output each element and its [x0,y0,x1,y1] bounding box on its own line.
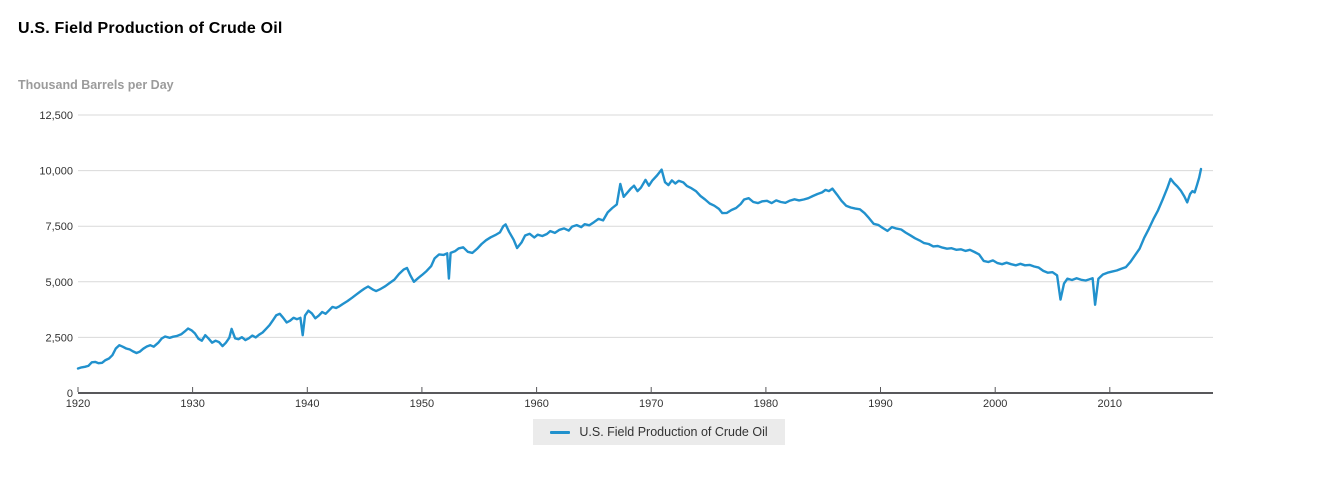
legend-item-crude-oil[interactable]: U.S. Field Production of Crude Oil [533,419,785,445]
chart-title: U.S. Field Production of Crude Oil [18,20,283,37]
x-axis-label: 1980 [754,398,778,410]
y-axis-label: 2,500 [45,332,73,344]
legend: U.S. Field Production of Crude Oil [0,419,1318,445]
y-axis-label: 10,000 [39,166,73,178]
x-axis-label: 1930 [180,398,204,410]
y-axis-label: 12,500 [39,110,73,122]
y-axis-label: 0 [67,388,73,400]
legend-line-swatch-icon [550,430,571,434]
crude-oil-line-chart[interactable]: 0 2,500 5,000 7,500 10,000 12,500 1920 1930 1940… [0,100,1318,418]
x-axis-label: 2010 [1098,398,1122,410]
y-axis-label: 7,500 [45,221,73,233]
production-line-series[interactable] [76,167,1203,370]
x-axis-label: 1950 [410,398,434,410]
x-axis-label: 1990 [868,398,892,410]
x-axis-label: 1970 [639,398,663,410]
y-axis-label: 5,000 [45,277,73,289]
chart-units-label: Thousand Barrels per Day [18,78,174,92]
x-axis-label: 1960 [524,398,548,410]
x-axis-label: 1920 [66,398,90,410]
legend-label: U.S. Field Production of Crude Oil [579,425,768,439]
x-axis-label: 1940 [295,398,319,410]
x-axis-label: 2000 [983,398,1007,410]
